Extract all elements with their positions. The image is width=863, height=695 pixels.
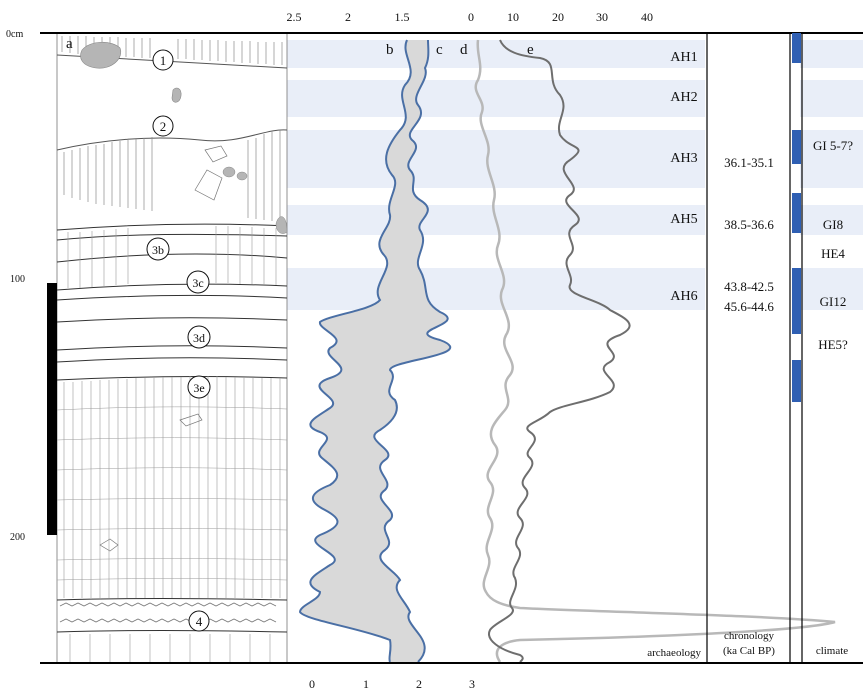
ah-label: AH6 [670, 289, 697, 304]
ah-label: AH1 [670, 50, 697, 65]
chronology-column: 36.1-35.1 38.5-36.6 43.8-42.5 45.6-44.6 … [723, 155, 775, 657]
bottom-axis: 0 1 2 3 [309, 677, 475, 691]
c-axis-tick: 2 [416, 677, 422, 691]
unit-label-3d: 3d [193, 331, 205, 345]
panel-letter-e: e [527, 42, 534, 58]
unit-label-4: 4 [196, 614, 203, 629]
d-axis-tick: 40 [641, 10, 653, 24]
climate-interstadial [792, 33, 801, 63]
panel-letter-b: b [386, 42, 394, 58]
c-axis-tick: 3 [469, 677, 475, 691]
climate-label: GI8 [823, 217, 843, 232]
top-axis: 2.5 2 1.5 0 10 20 30 40 [287, 10, 654, 24]
unit-label-3e: 3e [193, 381, 204, 395]
section-drawing: a [56, 32, 288, 664]
climate-label: HE4 [821, 246, 845, 261]
climate-interstadial [792, 268, 801, 334]
c-axis-tick: 0 [309, 677, 315, 691]
curve-c [373, 39, 452, 663]
curve-b [298, 39, 412, 663]
d-axis-tick: 10 [507, 10, 519, 24]
chronology-date: 45.6-44.6 [724, 299, 774, 314]
ah-label: AH3 [670, 151, 697, 166]
unit-label-1: 1 [160, 53, 167, 68]
climate-interstadial [792, 130, 801, 164]
panel-letter-a: a [66, 36, 73, 52]
archaeology-footer: archaeology [647, 647, 701, 659]
depth-scale-bar [47, 283, 57, 535]
archaeology-column: AH1 AH2 AH3 AH5 AH6 archaeology [647, 50, 701, 659]
climate-band-5 [800, 268, 863, 310]
depth-axis-unit: 0cm [6, 29, 23, 40]
frame-lines [40, 32, 863, 664]
climate-footer: climate [816, 645, 848, 657]
climate-interstadial [792, 193, 801, 233]
boundary-2-3 [56, 129, 288, 151]
band-ah2 [287, 80, 705, 117]
panel-letter-d: d [460, 42, 468, 58]
climate-column: GI 5-7? GI8 HE4 GI12 HE5? climate [813, 138, 853, 657]
ah-label: AH2 [670, 90, 697, 105]
chronology-date: 38.5-36.6 [724, 217, 774, 232]
hatching-unit-3 [63, 130, 281, 222]
ah-label: AH5 [670, 212, 697, 227]
climate-label: GI12 [820, 294, 847, 309]
unit-circle [146, 237, 170, 261]
curve-e [488, 39, 631, 663]
climate-label: GI 5-7? [813, 138, 853, 153]
clast-outlines [99, 145, 228, 552]
d-axis-tick: 0 [468, 10, 474, 24]
b-axis-tick: 2.5 [287, 10, 302, 24]
chronology-date: 43.8-42.5 [724, 279, 774, 294]
stone [275, 216, 288, 234]
unit-label-3b: 3b [152, 243, 164, 257]
b-axis-tick: 1.5 [395, 10, 410, 24]
fill-between-b-c [300, 40, 451, 662]
boundary-1-2 [56, 54, 288, 69]
chronology-footer-line2: (ka Cal BP) [723, 645, 775, 657]
climate-band-3 [800, 130, 863, 188]
stone [236, 171, 248, 181]
panel-letter-c: c [436, 42, 443, 58]
hatching-base [69, 634, 271, 662]
unit-circle [152, 115, 174, 137]
archaeology-bands [287, 40, 863, 310]
chronology-date: 36.1-35.1 [724, 155, 774, 170]
unit-circle [188, 610, 210, 632]
curves-bc [298, 39, 452, 663]
climate-label: HE5? [818, 337, 848, 352]
boulder [80, 41, 122, 69]
climate-band-2 [800, 80, 863, 117]
band-ah3 [287, 130, 705, 188]
stone [222, 166, 236, 178]
hatching-lower [63, 226, 281, 598]
horizontal-laminae [56, 406, 288, 581]
band-ah6 [287, 268, 705, 310]
unit-circle [187, 325, 211, 349]
d-axis-tick: 30 [596, 10, 608, 24]
depth-tick-200: 200 [10, 532, 25, 543]
unit-labels: 1 2 3b 3c 3d 3e 4 [146, 49, 211, 632]
b-axis-tick: 2 [345, 10, 351, 24]
depth-axis: 0cm 100 200 [6, 29, 57, 543]
unit-circle [187, 375, 211, 399]
unit-circle [152, 49, 174, 71]
climate-interstadial [792, 360, 801, 402]
climate-band-4 [800, 205, 863, 235]
chronology-footer-line1: chronology [724, 630, 775, 642]
d-axis-tick: 20 [552, 10, 564, 24]
c-axis-tick: 1 [363, 677, 369, 691]
climate-band-1 [800, 40, 863, 68]
unit-label-3c: 3c [192, 276, 203, 290]
band-ah1 [287, 40, 705, 68]
depth-tick-100: 100 [10, 274, 25, 285]
stone [171, 87, 182, 103]
climate-bar [792, 33, 801, 402]
unit-label-2: 2 [160, 119, 167, 134]
rubble-layer-4 [59, 602, 277, 623]
unit-circle [186, 270, 210, 294]
